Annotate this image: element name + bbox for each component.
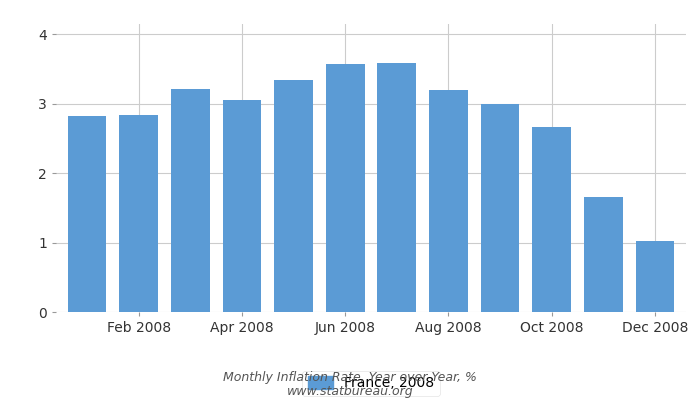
Bar — [429, 90, 468, 312]
Bar — [171, 89, 209, 312]
Bar — [533, 127, 571, 312]
Legend: France, 2008: France, 2008 — [302, 371, 440, 396]
Text: www.statbureau.org: www.statbureau.org — [287, 386, 413, 398]
Bar — [274, 80, 313, 312]
Bar — [68, 116, 106, 312]
Bar — [481, 104, 519, 312]
Bar — [119, 115, 158, 312]
Bar — [326, 64, 365, 312]
Bar — [223, 100, 261, 312]
Bar — [636, 241, 674, 312]
Bar — [584, 198, 623, 312]
Bar — [377, 63, 416, 312]
Text: Monthly Inflation Rate, Year over Year, %: Monthly Inflation Rate, Year over Year, … — [223, 372, 477, 384]
